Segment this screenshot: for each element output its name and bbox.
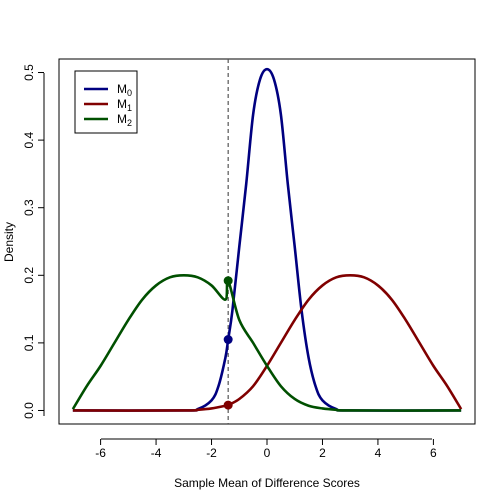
y-axis-title: Density	[2, 222, 16, 262]
point-M2	[223, 276, 233, 286]
x-tick-label: 4	[375, 446, 382, 460]
y-tick-label: 0.4	[22, 131, 36, 148]
series-layer	[71, 67, 463, 412]
point-M1	[223, 400, 233, 410]
x-tick-label: 0	[264, 446, 271, 460]
y-tick-label: 0.3	[22, 199, 36, 216]
x-axis-title: Sample Mean of Difference Scores	[174, 476, 360, 490]
series-line-M1	[72, 273, 463, 412]
y-tick-label: 0.2	[22, 267, 36, 284]
x-axis-ticks: -6 -4 -2 0 2 4 6	[95, 439, 437, 460]
legend-label: M2	[117, 112, 132, 128]
legend-label: M1	[117, 97, 132, 113]
plot-frame	[58, 58, 476, 425]
series-line-M0	[72, 67, 462, 412]
x-tick-label: -4	[151, 446, 162, 460]
x-tick-label: 6	[430, 446, 437, 460]
series-line-M2	[71, 273, 462, 412]
x-tick-label: 2	[319, 446, 326, 460]
x-tick-label: -6	[95, 446, 106, 460]
point-M0	[223, 335, 233, 345]
legend-label: M0	[117, 82, 132, 98]
y-tick-label: 0.5	[22, 64, 36, 81]
x-tick-label: -2	[206, 446, 217, 460]
y-tick-label: 0.1	[22, 334, 36, 351]
points-layer	[223, 276, 233, 410]
y-axis-ticks: 0.0 0.1 0.2 0.3 0.4 0.5	[22, 64, 44, 419]
legend-box	[74, 70, 138, 134]
y-tick-label: 0.0	[22, 402, 36, 419]
